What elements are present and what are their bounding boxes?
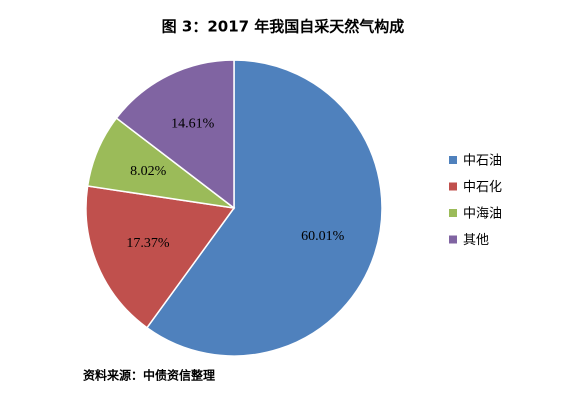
source-note: 资料来源：中债资信整理 [83,368,215,383]
legend-label: 中海油 [463,207,502,222]
data-label: 14.61% [171,117,215,132]
pie-slice [85,185,236,329]
pie-slice [115,59,235,210]
pie-slice [145,59,383,357]
legend-swatch [449,156,457,164]
legend-swatch [449,209,457,217]
legend-label: 其他 [463,233,489,248]
legend-label: 中石化 [463,180,502,195]
data-label: 17.37% [126,236,170,251]
legend-label: 中石油 [463,154,502,169]
legend-swatch [449,235,457,244]
legend-swatch [449,182,457,191]
data-label: 8.02% [130,164,167,179]
chart-title: 图 3：2017 年我国自采天然气构成 [162,18,405,36]
data-label: 60.01% [301,229,345,244]
